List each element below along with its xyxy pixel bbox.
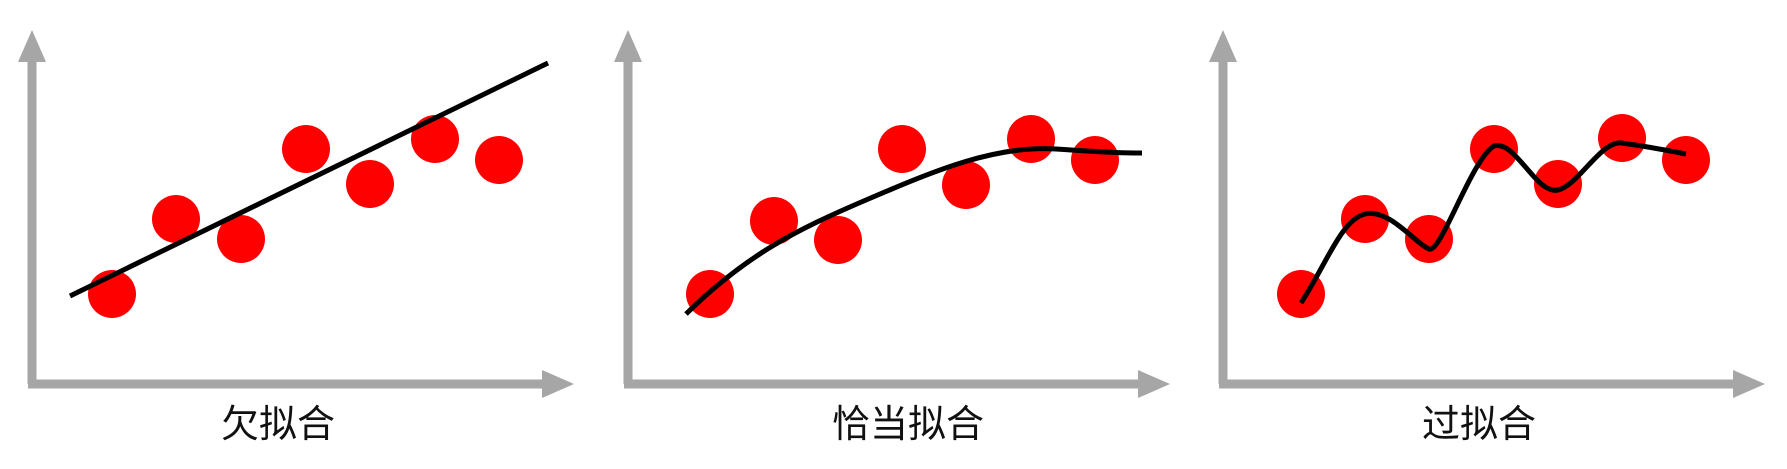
x-axis-arrow xyxy=(1138,370,1170,398)
data-point xyxy=(152,195,200,243)
data-points xyxy=(686,115,1119,318)
data-point xyxy=(878,125,926,173)
good-fit-panel: 恰当拟合 xyxy=(596,0,1170,469)
fit-curve xyxy=(1298,140,1687,305)
data-point xyxy=(750,197,798,245)
data-point xyxy=(411,115,459,163)
data-point xyxy=(1534,160,1582,208)
data-point xyxy=(942,161,990,209)
good-fit-plot xyxy=(614,30,1170,398)
data-point xyxy=(282,125,330,173)
axes xyxy=(614,30,1170,398)
data-point xyxy=(1071,136,1119,184)
data-points xyxy=(88,115,523,318)
data-point xyxy=(1405,215,1453,263)
good-fit-caption: 恰当拟合 xyxy=(831,402,985,446)
x-axis-arrow xyxy=(1733,370,1765,398)
overfitting-plot xyxy=(1209,30,1765,398)
underfitting-caption: 欠拟合 xyxy=(220,402,336,446)
y-axis-arrow xyxy=(1209,30,1237,62)
data-point xyxy=(1662,136,1710,184)
axes xyxy=(1209,30,1765,398)
fit-curve xyxy=(684,146,1143,316)
underfitting-panel: 欠拟合 xyxy=(0,0,574,469)
data-point xyxy=(346,160,394,208)
data-point xyxy=(1341,195,1389,243)
data-point xyxy=(814,216,862,264)
data-point xyxy=(1007,115,1055,163)
y-axis-arrow xyxy=(614,30,642,62)
data-point xyxy=(217,215,265,263)
y-axis-arrow xyxy=(18,30,46,62)
overfitting-panel: 过拟合 xyxy=(1191,0,1765,469)
axes xyxy=(18,30,574,398)
x-axis-arrow xyxy=(542,370,574,398)
data-point xyxy=(1598,114,1646,162)
fit-line xyxy=(68,60,550,299)
underfitting-plot xyxy=(18,30,574,398)
data-point xyxy=(475,136,523,184)
overfitting-caption: 过拟合 xyxy=(1421,402,1537,446)
